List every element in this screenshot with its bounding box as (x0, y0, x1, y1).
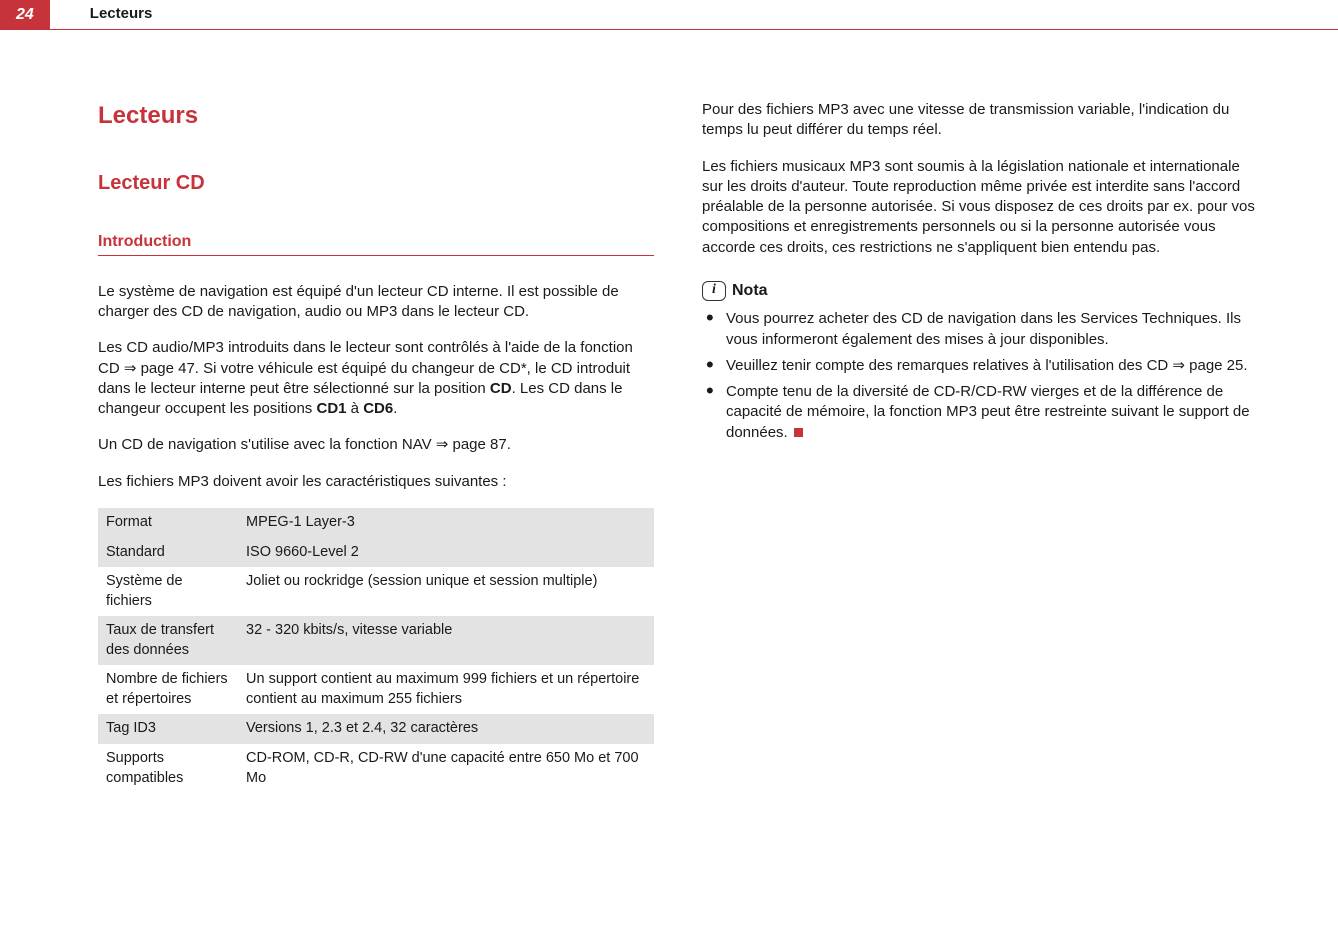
bold-text: CD1 (316, 400, 346, 417)
section-title: Lecteur CD (98, 170, 654, 197)
table-row: Système de fichiersJoliet ou rockridge (… (98, 567, 654, 616)
chapter-title: Lecteurs (98, 100, 654, 132)
table-cell-key: Format (98, 508, 238, 538)
text: . (393, 400, 397, 417)
table-cell-key: Supports compatibles (98, 744, 238, 793)
bold-text: CD (490, 380, 512, 397)
list-item: Compte tenu de la diversité de CD-R/CD-R… (702, 382, 1258, 443)
info-icon: i (702, 281, 726, 301)
table-row: Tag ID3Versions 1, 2.3 et 2.4, 32 caract… (98, 714, 654, 744)
paragraph: Les fichiers musicaux MP3 sont soumis à … (702, 157, 1258, 258)
table-cell-key: Taux de transfert des données (98, 616, 238, 665)
paragraph: Pour des fichiers MP3 avec une vitesse d… (702, 100, 1258, 141)
table-cell-key: Système de fichiers (98, 567, 238, 616)
header-section-title: Lecteurs (50, 0, 153, 29)
table-cell-value: Versions 1, 2.3 et 2.4, 32 caractères (238, 714, 654, 744)
page-content: Lecteurs Lecteur CD Introduction Le syst… (0, 30, 1338, 793)
left-column: Lecteurs Lecteur CD Introduction Le syst… (98, 100, 654, 793)
bold-text: CD6 (363, 400, 393, 417)
subsection-title: Introduction (98, 231, 654, 256)
bullet-list: Vous pourrez acheter des CD de navigatio… (702, 309, 1258, 443)
table-row: StandardISO 9660-Level 2 (98, 538, 654, 568)
paragraph: Le système de navigation est équipé d'un… (98, 282, 654, 323)
right-column: Pour des fichiers MP3 avec une vitesse d… (702, 100, 1258, 793)
nota-heading: i Nota (702, 280, 1258, 302)
table-cell-value: ISO 9660-Level 2 (238, 538, 654, 568)
table-row: FormatMPEG-1 Layer-3 (98, 508, 654, 538)
text: à (347, 400, 364, 417)
spec-table: FormatMPEG-1 Layer-3StandardISO 9660-Lev… (98, 508, 654, 793)
table-cell-value: CD-ROM, CD-R, CD-RW d'une capacité entre… (238, 744, 654, 793)
paragraph: Les fichiers MP3 doivent avoir les carac… (98, 472, 654, 492)
nota-label: Nota (732, 280, 768, 302)
spec-table-body: FormatMPEG-1 Layer-3StandardISO 9660-Lev… (98, 508, 654, 793)
paragraph: Les CD audio/MP3 introduits dans le lect… (98, 338, 654, 419)
table-cell-key: Nombre de fichiers et répertoires (98, 665, 238, 714)
table-row: Taux de transfert des données32 - 320 kb… (98, 616, 654, 665)
page-number: 24 (0, 0, 50, 29)
table-cell-key: Standard (98, 538, 238, 568)
table-cell-value: Un support contient au maximum 999 fichi… (238, 665, 654, 714)
list-item: Veuillez tenir compte des remarques rela… (702, 356, 1258, 376)
table-row: Nombre de fichiers et répertoiresUn supp… (98, 665, 654, 714)
table-row: Supports compatiblesCD-ROM, CD-R, CD-RW … (98, 744, 654, 793)
table-cell-value: MPEG-1 Layer-3 (238, 508, 654, 538)
table-cell-key: Tag ID3 (98, 714, 238, 744)
list-item: Vous pourrez acheter des CD de navigatio… (702, 309, 1258, 350)
paragraph: Un CD de navigation s'utilise avec la fo… (98, 435, 654, 455)
table-cell-value: 32 - 320 kbits/s, vitesse variable (238, 616, 654, 665)
table-cell-value: Joliet ou rockridge (session unique et s… (238, 567, 654, 616)
page-header: 24 Lecteurs (0, 0, 1338, 30)
end-marker-icon (794, 428, 803, 437)
